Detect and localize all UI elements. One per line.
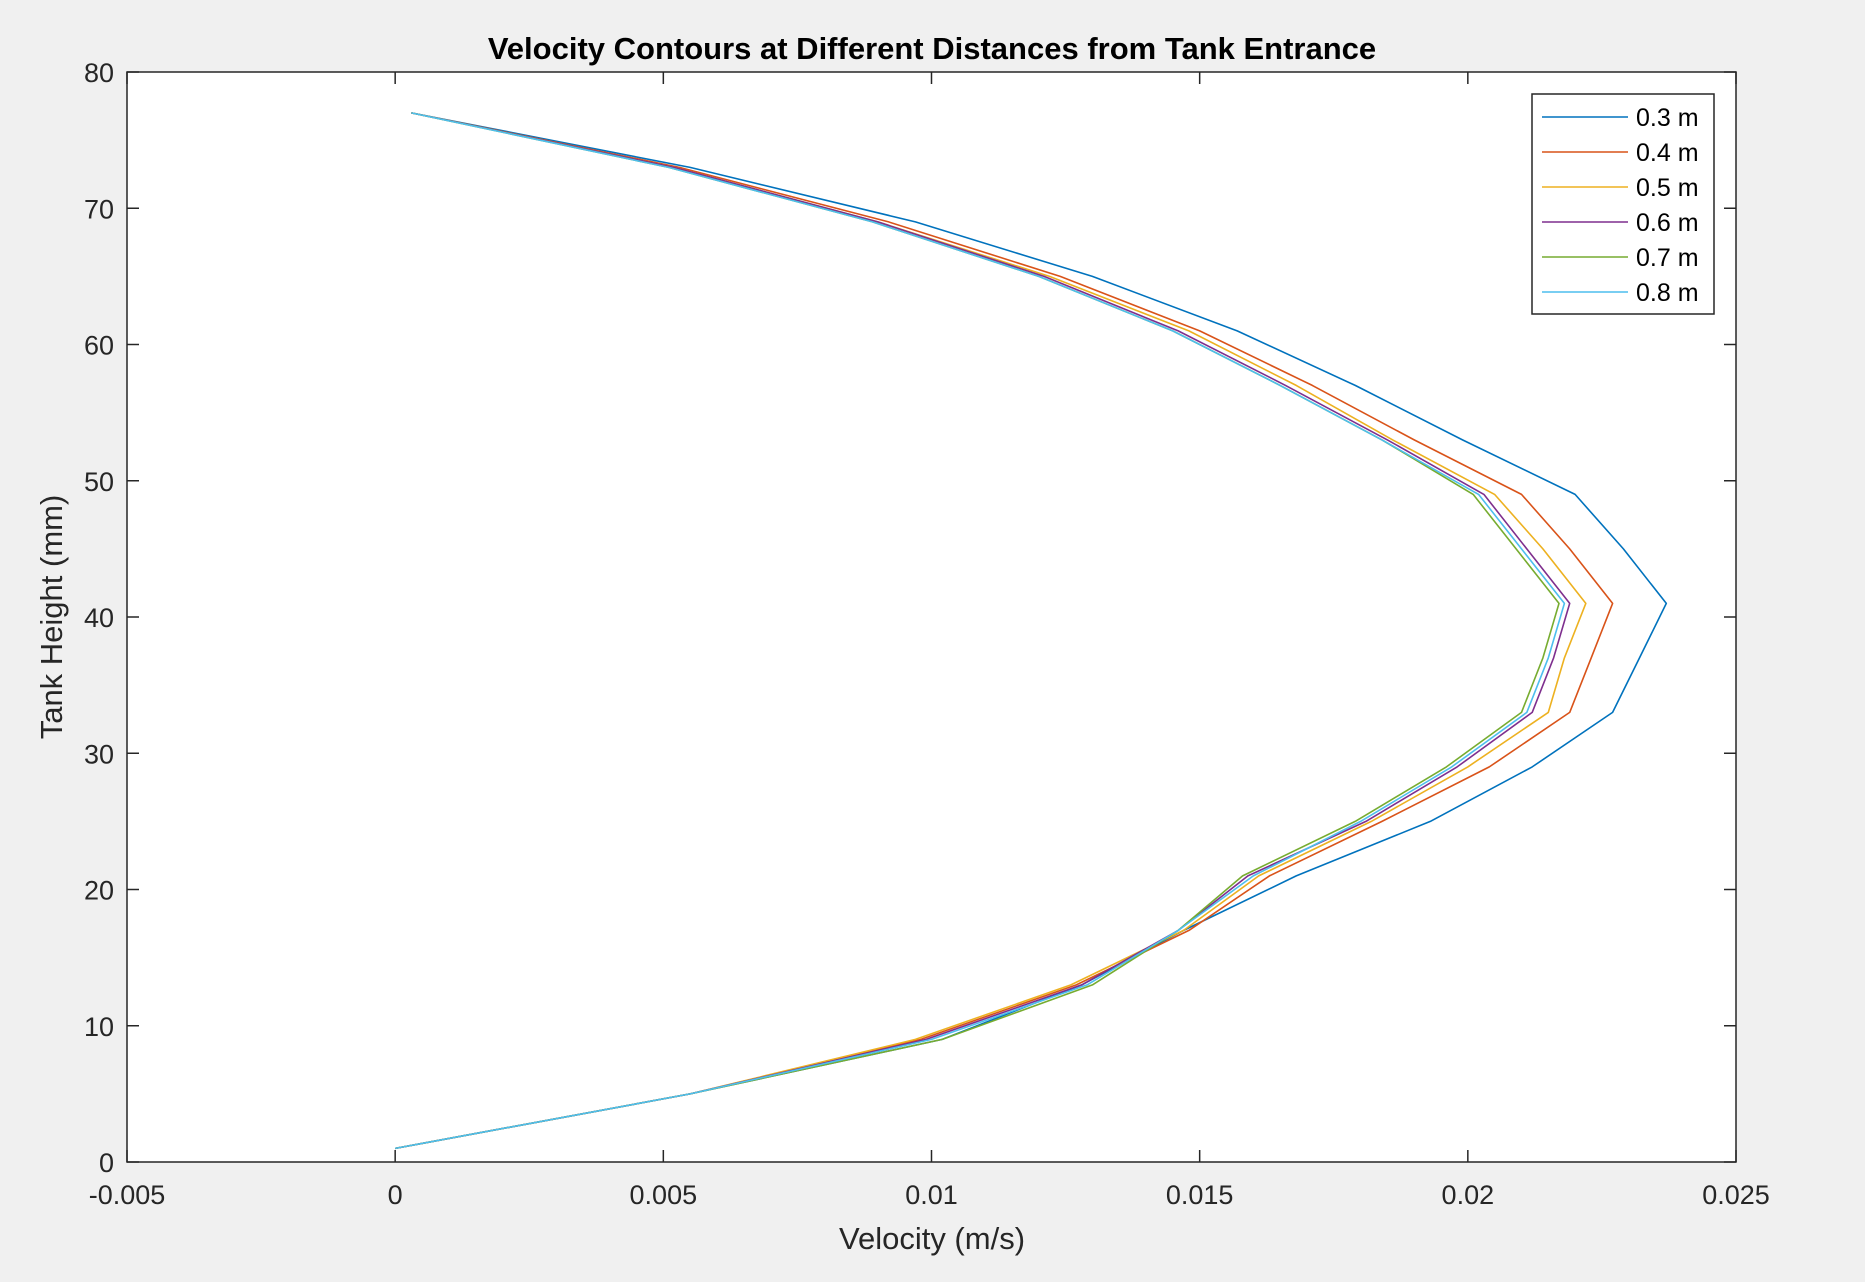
chart-title: Velocity Contours at Different Distances…	[488, 31, 1376, 66]
plot-area	[127, 72, 1736, 1162]
legend-entry-label: 0.6 m	[1636, 209, 1699, 237]
y-tick-label: 60	[84, 331, 114, 361]
x-tick-label: 0.01	[905, 1180, 958, 1210]
legend-entry-label: 0.5 m	[1636, 174, 1699, 202]
y-tick-label: 70	[84, 194, 114, 224]
y-axis-label: Tank Height (mm)	[34, 495, 69, 740]
legend-entry-label: 0.8 m	[1636, 279, 1699, 307]
y-tick-label: 0	[99, 1148, 114, 1178]
legend-entry-label: 0.7 m	[1636, 244, 1699, 272]
x-axis-label: Velocity (m/s)	[839, 1221, 1025, 1256]
legend-entry-label: 0.4 m	[1636, 139, 1699, 167]
y-tick-label: 40	[84, 603, 114, 633]
y-tick-label: 20	[84, 876, 114, 906]
x-tick-label: 0	[388, 1180, 403, 1210]
x-tick-label: -0.005	[89, 1180, 166, 1210]
series-lines	[395, 112, 1668, 1150]
series-line-0-8-m	[395, 112, 1566, 1150]
x-tick-label: 0.015	[1166, 1180, 1234, 1210]
legend: 0.3 m 0.4 m 0.5 m 0.6 m 0.7 m 0.8 m	[1531, 93, 1715, 315]
series-line-0-5-m	[395, 112, 1587, 1150]
x-tick-label: 0.02	[1442, 1180, 1495, 1210]
y-tick-label: 80	[84, 58, 114, 88]
legend-box	[1531, 93, 1715, 315]
y-tick-label: 50	[84, 467, 114, 497]
y-tick-label: 30	[84, 739, 114, 769]
y-tick-label: 10	[84, 1012, 114, 1042]
x-tick-label: 0.025	[1702, 1180, 1770, 1210]
legend-entry-label: 0.3 m	[1636, 104, 1699, 132]
axis-ticks: -0.005 0 0.005 0.01 0.015 0.02 0.0250102030405…	[84, 58, 1770, 1210]
series-line-0-4-m	[395, 112, 1614, 1150]
series-line-0-6-m	[395, 112, 1571, 1150]
x-tick-label: 0.005	[630, 1180, 698, 1210]
